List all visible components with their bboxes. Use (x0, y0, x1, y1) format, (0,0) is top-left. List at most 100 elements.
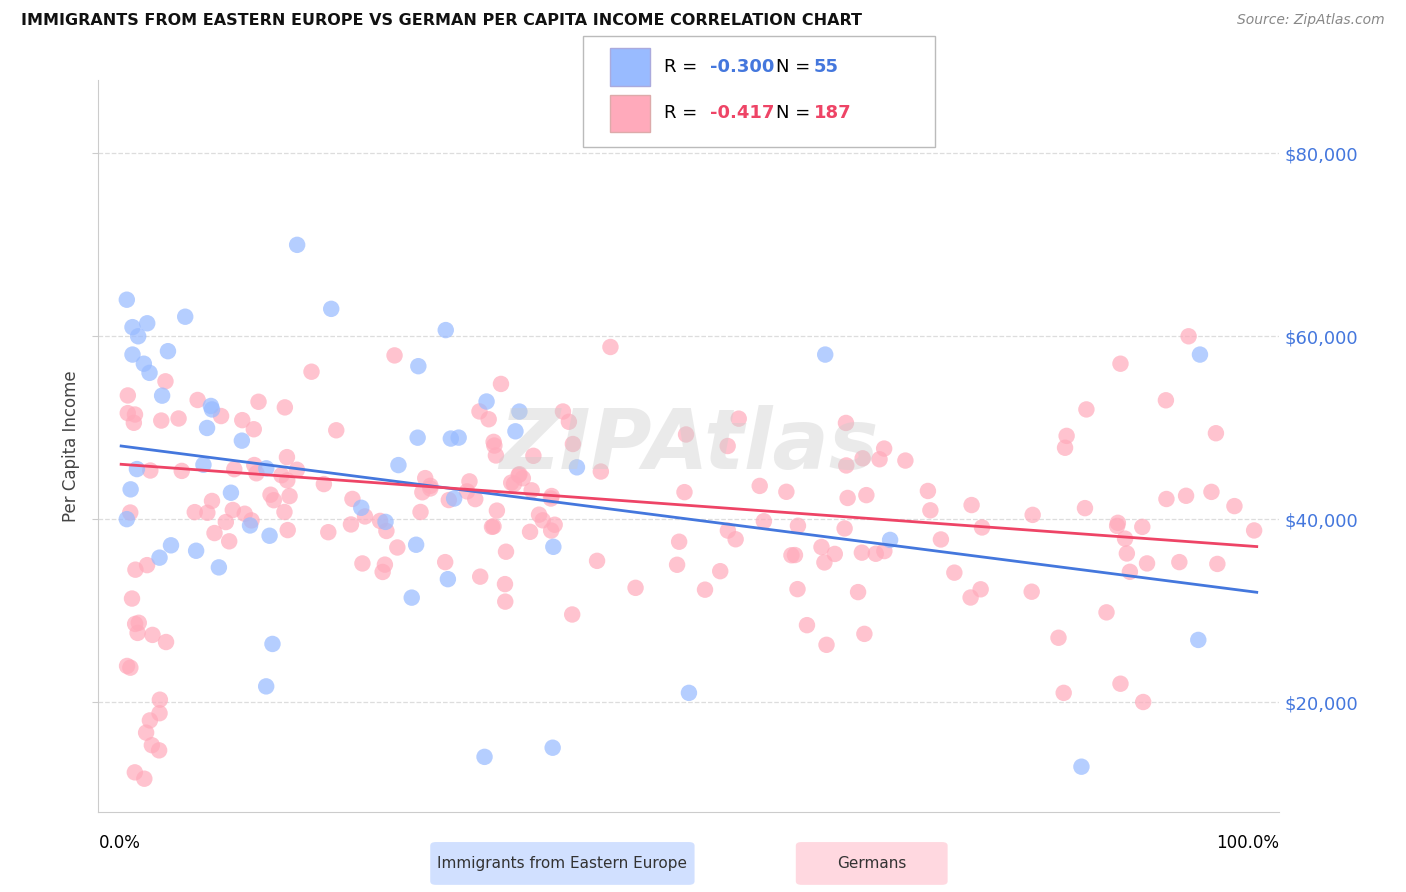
Point (124, 408, 146, 422)
Text: 0.0%: 0.0% (98, 834, 141, 852)
Text: -0.417: -0.417 (710, 104, 775, 122)
Point (835, 416, 858, 430)
Point (141, 738, 163, 752)
Point (321, 301, 343, 316)
Text: N =: N = (776, 58, 815, 76)
Point (1056, 429, 1078, 443)
Point (263, 493, 285, 508)
Point (485, 449, 508, 463)
Point (224, 462, 246, 476)
Point (375, 524, 398, 538)
Point (824, 547, 846, 561)
Point (167, 411, 190, 425)
Point (270, 468, 292, 483)
Point (201, 402, 224, 417)
Text: Immigrants from Eastern Europe: Immigrants from Eastern Europe (437, 856, 688, 871)
Point (139, 463, 162, 477)
Point (852, 451, 875, 466)
Point (350, 500, 373, 515)
Point (846, 585, 869, 599)
Point (117, 406, 139, 420)
Point (301, 365, 323, 379)
Point (408, 359, 430, 374)
Point (160, 538, 183, 552)
Point (278, 489, 301, 503)
Point (531, 513, 554, 527)
Point (135, 725, 157, 739)
Point (316, 525, 339, 540)
Point (136, 558, 159, 573)
Point (276, 450, 298, 464)
Point (599, 340, 621, 354)
Point (675, 427, 697, 442)
Point (969, 582, 991, 597)
Point (121, 591, 143, 606)
Point (1076, 402, 1098, 417)
Point (259, 529, 281, 543)
Point (478, 412, 501, 426)
Point (943, 566, 966, 580)
Point (624, 581, 647, 595)
Point (810, 540, 832, 554)
Point (184, 543, 207, 558)
Point (470, 569, 492, 583)
Point (586, 554, 609, 568)
Point (132, 357, 155, 371)
Point (727, 411, 749, 425)
Point (285, 463, 308, 477)
Point (494, 594, 516, 608)
Point (865, 547, 887, 561)
Point (527, 508, 550, 522)
Point (218, 534, 240, 549)
Point (1021, 508, 1043, 522)
Point (434, 555, 457, 569)
Text: 187: 187 (814, 104, 852, 122)
Point (1114, 532, 1136, 546)
Point (387, 541, 409, 555)
Point (482, 519, 505, 533)
Point (1109, 357, 1132, 371)
Point (215, 515, 238, 529)
Point (262, 637, 284, 651)
Point (148, 743, 170, 757)
Point (239, 518, 262, 533)
Point (155, 635, 177, 649)
Point (259, 488, 281, 502)
Point (783, 548, 806, 562)
Point (245, 467, 267, 481)
Point (419, 482, 441, 496)
Point (519, 524, 541, 539)
Point (193, 458, 215, 472)
Text: R =: R = (664, 104, 703, 122)
Point (285, 238, 308, 252)
Point (419, 479, 441, 493)
Point (127, 626, 149, 640)
Point (489, 376, 512, 391)
Point (522, 449, 544, 463)
Point (673, 485, 696, 500)
Point (134, 772, 156, 786)
Point (125, 462, 148, 476)
Point (917, 483, 939, 498)
Point (139, 714, 162, 728)
Point (1109, 676, 1132, 690)
Point (120, 506, 142, 520)
Point (354, 509, 377, 524)
Text: ZIPAtlas: ZIPAtlas (499, 406, 879, 486)
Point (1175, 489, 1198, 503)
Point (243, 458, 266, 472)
Point (200, 399, 222, 413)
Point (668, 534, 690, 549)
Point (1021, 584, 1043, 599)
Point (873, 544, 896, 558)
Point (894, 453, 917, 467)
Point (201, 494, 224, 508)
Point (834, 521, 856, 535)
Point (959, 591, 981, 605)
Point (1132, 695, 1154, 709)
Point (127, 329, 149, 343)
Point (1115, 546, 1137, 560)
Point (276, 474, 298, 488)
Point (1107, 519, 1129, 533)
Point (156, 344, 179, 359)
